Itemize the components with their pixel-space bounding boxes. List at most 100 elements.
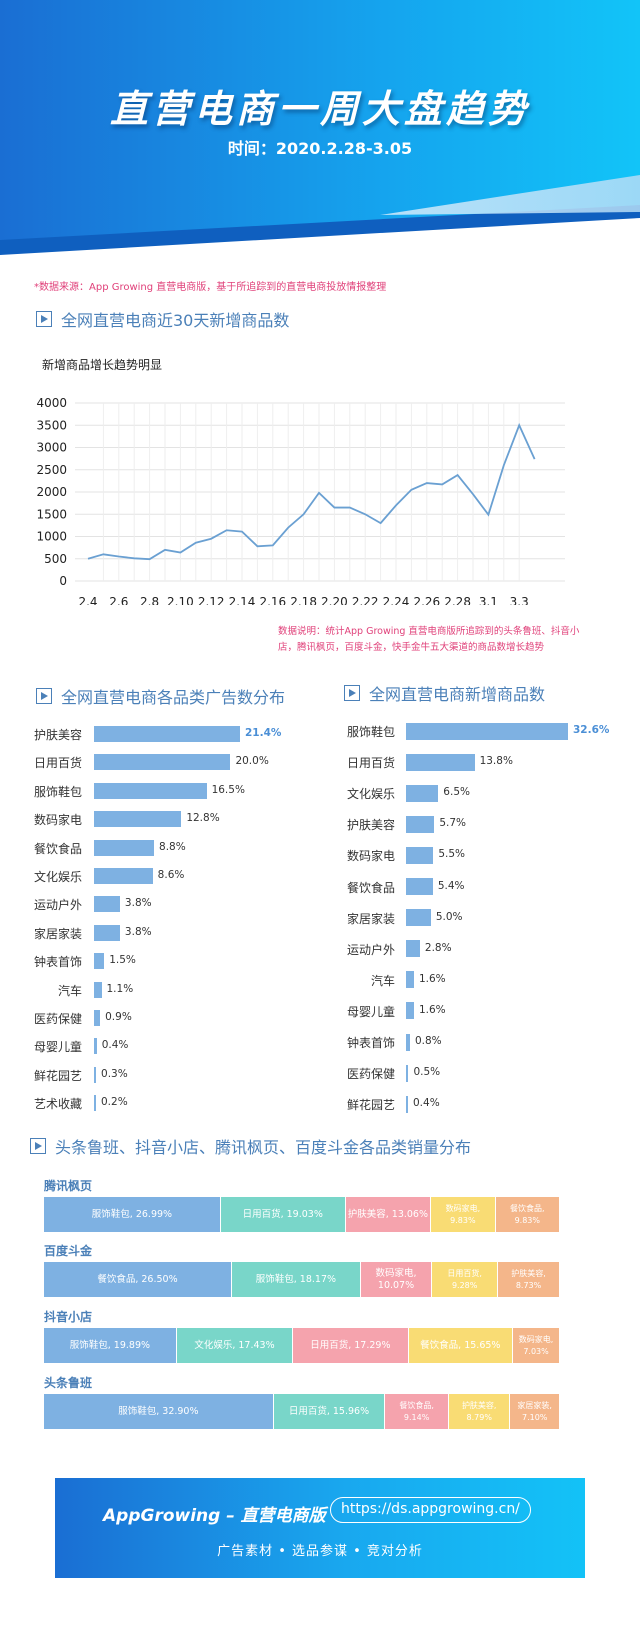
y-tick-label: 3500	[36, 418, 67, 432]
bar-value-label: 1.5%	[109, 954, 136, 967]
bar-category-label: 母婴儿童	[33, 1040, 82, 1055]
bar-category-label: 数码家电	[346, 849, 395, 864]
x-tick-label: 2.18	[290, 595, 317, 605]
bar	[406, 909, 431, 927]
stack-segment: 服饰鞋包, 32.90%	[44, 1394, 273, 1429]
x-tick-label: 2.4	[78, 595, 97, 605]
stack-segment: 餐饮食品, 15.65%	[408, 1328, 513, 1363]
bar	[406, 878, 433, 895]
x-tick-label: 2.24	[383, 595, 410, 605]
stack-segment: 服饰鞋包, 26.99%	[44, 1197, 220, 1232]
section-title-text: 全网直营电商各品类广告数分布	[61, 688, 286, 707]
bar-category-label: 护肤美容	[33, 728, 82, 742]
bar-value-label: 0.9%	[105, 1011, 132, 1023]
bar	[94, 896, 120, 913]
bar	[94, 868, 153, 884]
stack-segment: 餐饮食品, 9.83%	[495, 1197, 559, 1232]
play-icon	[36, 311, 52, 327]
bar-category-label: 运动户外	[346, 942, 395, 957]
bar-category-label: 家居家装	[346, 911, 395, 926]
bar-value-label: 0.2%	[101, 1096, 128, 1109]
bar-value-label: 20.0%	[235, 755, 269, 768]
bar	[406, 1064, 409, 1082]
x-tick-label: 3.1	[479, 595, 498, 605]
bar	[94, 754, 231, 771]
bar-category-label: 服饰鞋包	[346, 725, 395, 739]
stack-segment: 服饰鞋包, 19.89%	[44, 1328, 176, 1363]
bar-value-label: 5.4%	[437, 879, 465, 892]
bar-category-label: 汽车	[57, 983, 82, 998]
bar	[94, 924, 120, 941]
bar	[94, 1095, 96, 1112]
x-tick-label: 3.3	[510, 595, 529, 605]
stack-segment: 家居家装, 7.10%	[510, 1394, 559, 1429]
platform-name: 头条鲁班	[44, 1376, 93, 1390]
platform-name: 抖音小店	[44, 1310, 93, 1324]
bar-value-label: 1.1%	[106, 982, 134, 995]
play-icon	[36, 688, 52, 704]
bar	[94, 839, 155, 856]
site-url-link[interactable]: https://ds.appgrowing.cn/	[330, 1497, 531, 1523]
bar-value-label: 3.8%	[124, 925, 152, 938]
section-title-text: 头条鲁班、抖音小店、腾讯枫页、百度斗金各品类销量分布	[55, 1138, 472, 1157]
stack-segment: 日用百货, 9.28%	[432, 1262, 498, 1297]
bar-value-label: 2.8%	[424, 941, 452, 954]
x-tick-label: 2.12	[198, 595, 225, 605]
line-chart-note: 数据说明：统计App Growing 直营电商版所追踪到的头条鲁班、抖音小店，腾…	[278, 626, 580, 653]
x-tick-label: 2.20	[321, 595, 348, 605]
bar-value-label: 3.8%	[124, 897, 152, 910]
y-tick-label: 1000	[36, 530, 67, 544]
bar-value-label: 5.5%	[438, 848, 466, 861]
bar	[406, 1095, 408, 1113]
bar	[94, 981, 102, 998]
bar-category-label: 钟表首饰	[346, 1036, 395, 1050]
x-tick-label: 2.14	[229, 595, 256, 605]
bar-category-label: 餐饮食品	[346, 880, 395, 895]
bar-value-label: 12.8%	[186, 812, 220, 825]
section-title-line: 全网直营电商近30天新增商品数	[36, 307, 289, 331]
x-tick-label: 2.8	[140, 595, 159, 605]
bar-value-label: 21.4%	[245, 727, 282, 739]
section-title-text: 全网直营电商近30天新增商品数	[61, 311, 290, 330]
page-title: 直营电商一周大盘趋势	[109, 87, 530, 131]
hero-background	[0, 0, 640, 255]
platform-name: 腾讯枫页	[44, 1179, 93, 1193]
y-tick-label: 3000	[36, 441, 67, 455]
bar	[94, 726, 240, 742]
bar	[94, 811, 182, 828]
bar	[406, 722, 568, 740]
bar	[94, 1010, 101, 1026]
x-tick-label: 2.6	[109, 595, 128, 605]
bar	[406, 971, 414, 989]
series-line	[87, 422, 536, 561]
bar	[406, 815, 435, 833]
bar-value-label: 1.6%	[418, 1003, 446, 1016]
bar-category-label: 日用百货	[33, 756, 82, 771]
bar	[94, 1066, 97, 1083]
bar-category-label: 钟表首饰	[33, 955, 82, 970]
y-tick-label: 0	[59, 574, 67, 588]
play-icon	[344, 685, 360, 701]
x-tick-label: 2.10	[167, 595, 194, 605]
platform-name: 百度斗金	[44, 1244, 93, 1258]
source-note: *数据来源：App Growing 直营电商版，基于所追踪到的直营电商投放情报整…	[34, 282, 387, 293]
bar-value-label: 6.5%	[443, 786, 470, 799]
stack-segment: 日用百货, 17.29%	[293, 1328, 408, 1363]
stack-segment: 餐饮食品, 26.50%	[44, 1262, 231, 1297]
hero-banner: 直营电商一周大盘趋势 时间：2020.2.28-3.05	[0, 0, 640, 270]
line-chart-subtitle: 新增商品增长趋势明显	[42, 358, 163, 372]
x-tick-label: 2.26	[413, 595, 440, 605]
bar-value-label: 13.8%	[479, 755, 513, 768]
bar	[94, 1038, 97, 1055]
section-title-text: 全网直营电商新增商品数	[369, 685, 546, 704]
stack-segment: 护肤美容, 8.79%	[449, 1394, 510, 1429]
bar	[94, 782, 207, 799]
y-tick-label: 1500	[36, 507, 67, 521]
bar	[406, 1033, 410, 1051]
section-title-category-new: 全网直营电商新增商品数	[344, 681, 545, 705]
stack-segment: 护肤美容, 8.73%	[498, 1262, 559, 1297]
bar	[94, 953, 105, 970]
section-title-sales: 头条鲁班、抖音小店、腾讯枫页、百度斗金各品类销量分布	[30, 1134, 471, 1158]
bar-category-label: 文化娱乐	[346, 787, 395, 802]
stack-segment: 数码家电, 7.03%	[513, 1328, 559, 1363]
